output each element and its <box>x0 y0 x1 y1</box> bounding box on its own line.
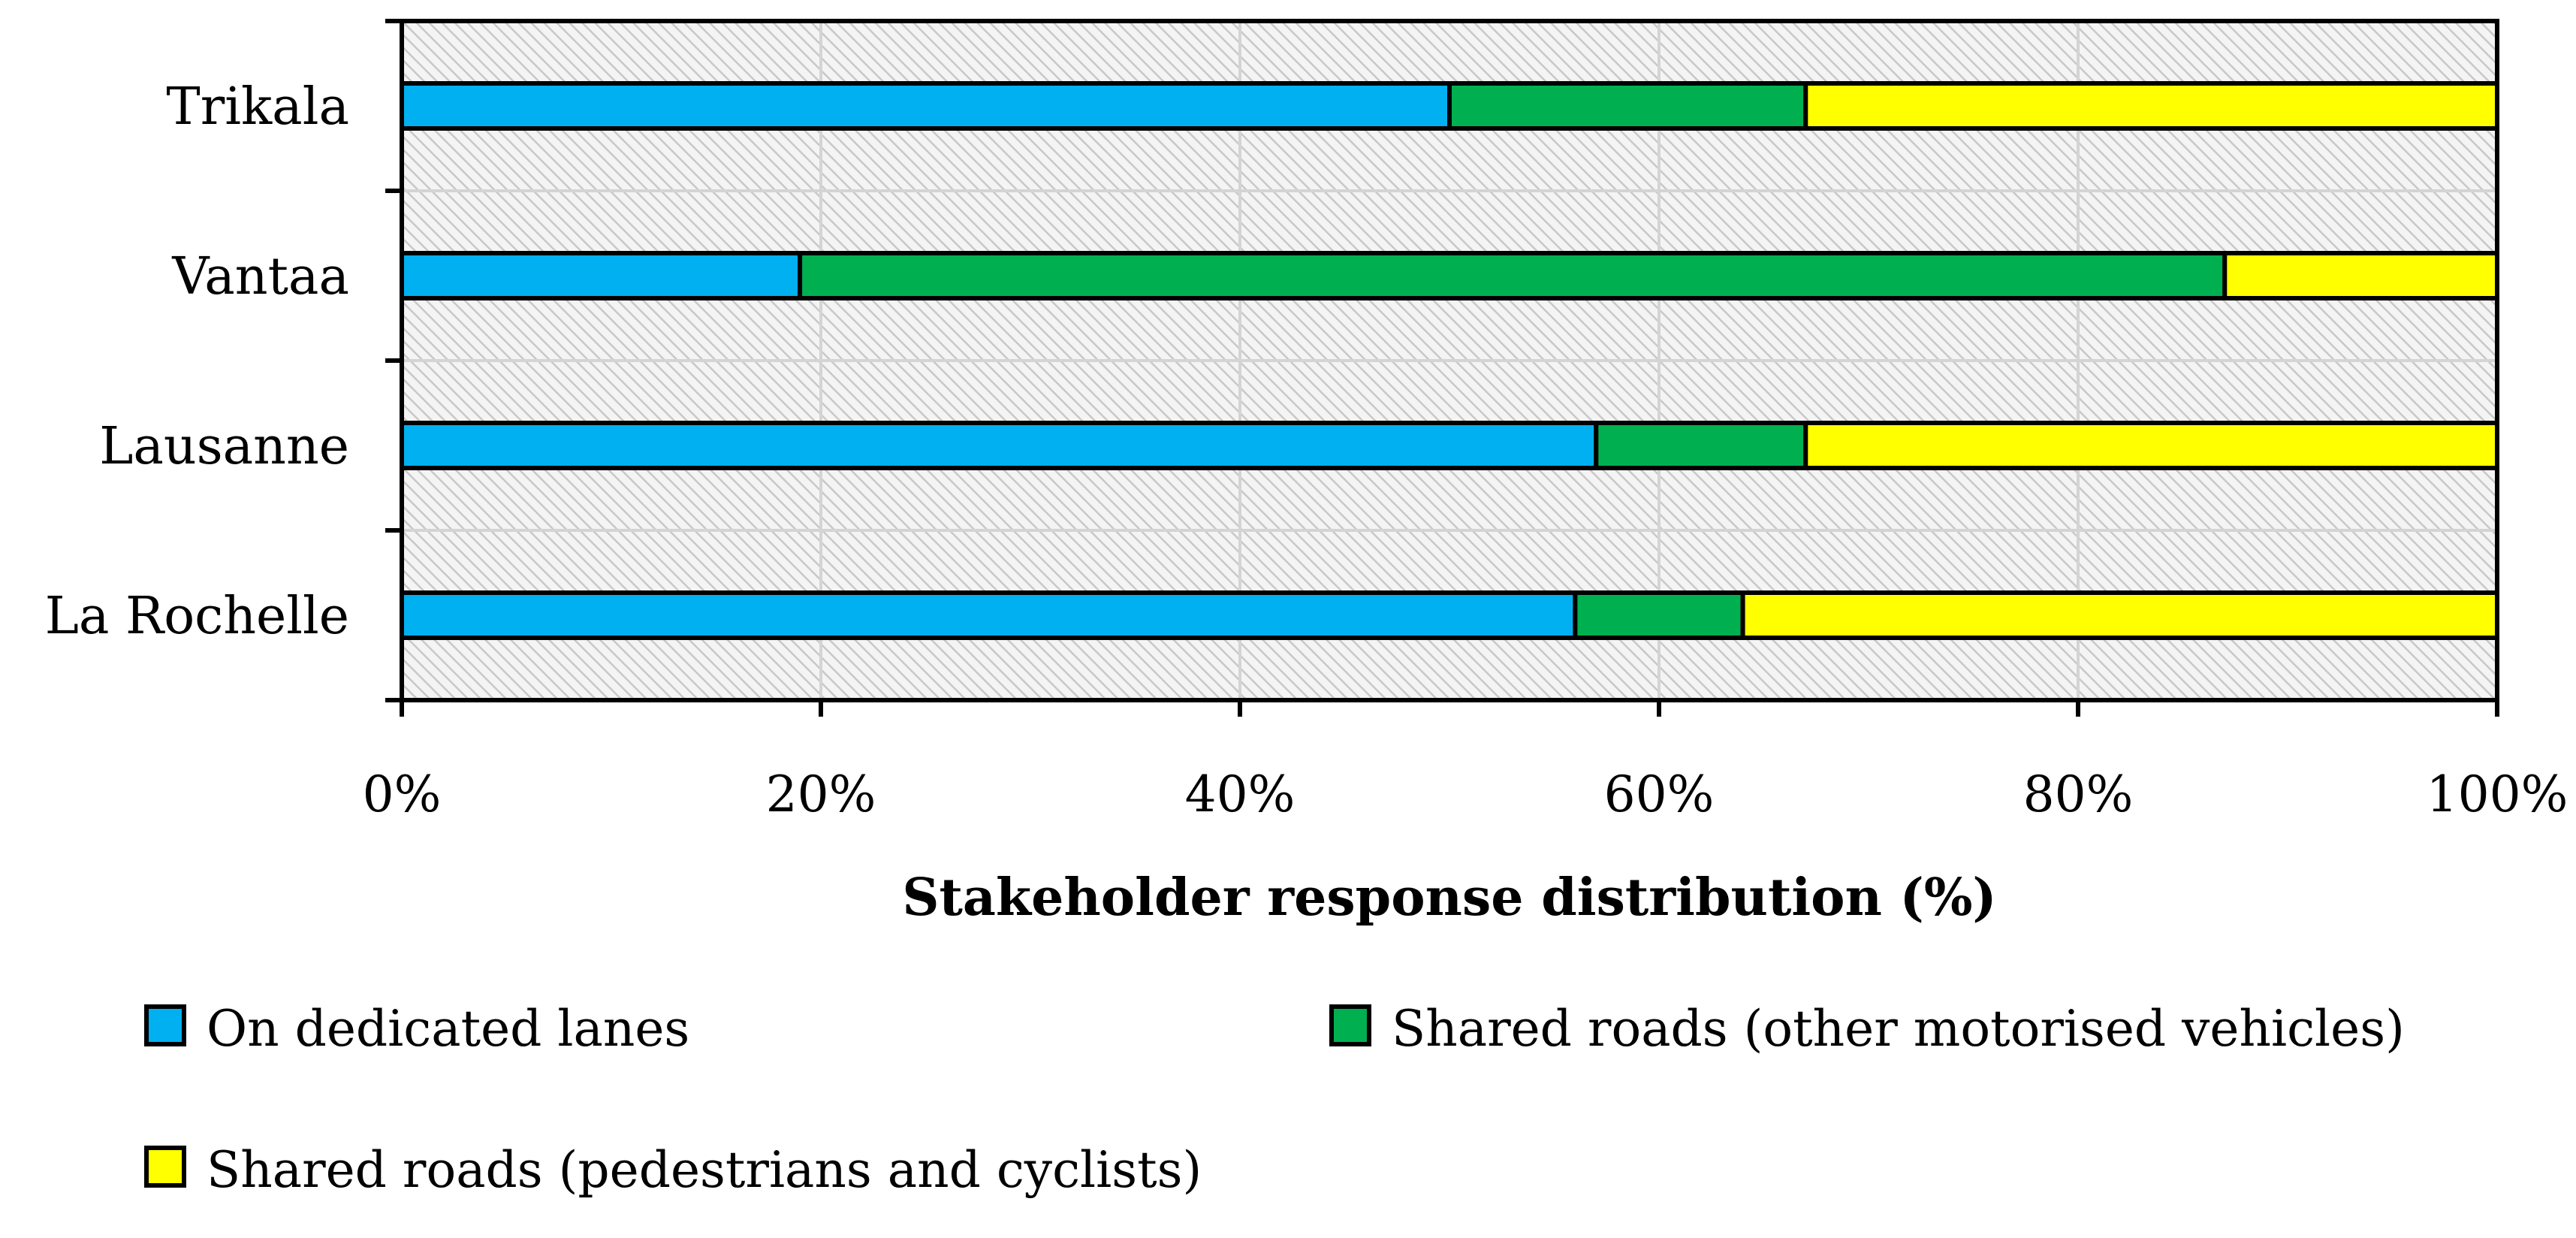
bar-vantaa-shared-roads-pedestrians-and-cyclists <box>2222 251 2500 300</box>
bar-lausanne-shared-roads-other-motorised-vehicles <box>1594 421 1808 470</box>
bar-lausanne-on-dedicated-lanes <box>400 421 1599 470</box>
x-tick-label: 40% <box>1185 765 1296 823</box>
x-tick-label: 100% <box>2427 765 2568 823</box>
legend-label: Shared roads (pedestrians and cyclists) <box>207 1141 1202 1199</box>
bar-lausanne-shared-roads-pedestrians-and-cyclists <box>1803 421 2500 470</box>
legend-label: Shared roads (other motorised vehicles) <box>1392 1000 2405 1058</box>
bar-vantaa-on-dedicated-lanes <box>400 251 803 300</box>
bar-la-rochelle-on-dedicated-lanes <box>400 590 1578 640</box>
legend-swatch <box>1329 1004 1371 1046</box>
bar-vantaa-shared-roads-other-motorised-vehicles <box>798 251 2228 300</box>
category-label: Trikala <box>166 77 349 137</box>
x-axis-title: Stakeholder response distribution (%) <box>902 868 1996 928</box>
category-label: La Rochelle <box>45 587 349 646</box>
category-label: Vantaa <box>171 247 349 306</box>
legend-swatch <box>144 1004 186 1046</box>
category-label: Lausanne <box>99 417 349 476</box>
x-tick-label: 60% <box>1604 765 1715 823</box>
legend-swatch <box>144 1146 186 1188</box>
bar-trikala-shared-roads-other-motorised-vehicles <box>1447 81 1808 131</box>
bar-trikala-shared-roads-pedestrians-and-cyclists <box>1803 81 2500 131</box>
x-tick-label: 20% <box>766 765 876 823</box>
bar-trikala-on-dedicated-lanes <box>400 81 1452 131</box>
x-tick-label: 80% <box>2023 765 2134 823</box>
x-tick-label: 0% <box>363 765 442 823</box>
bar-la-rochelle-shared-roads-pedestrians-and-cyclists <box>1740 590 2500 640</box>
legend-label: On dedicated lanes <box>207 1000 689 1058</box>
bar-la-rochelle-shared-roads-other-motorised-vehicles <box>1573 590 1745 640</box>
